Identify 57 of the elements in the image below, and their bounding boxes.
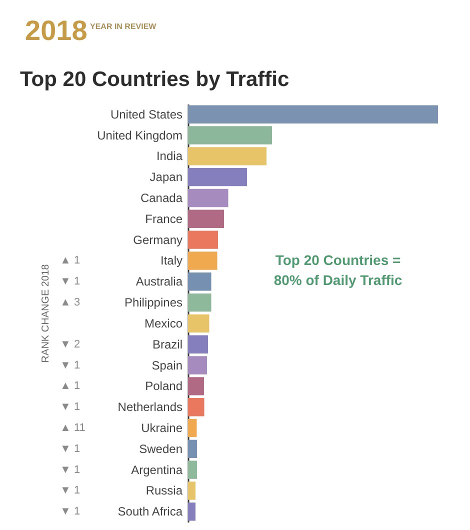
- y-tick-label: Italy: [160, 254, 182, 268]
- bar: [188, 272, 212, 291]
- y-tick-label: Ukraine: [141, 421, 183, 436]
- y-tick-label: Netherlands: [118, 400, 182, 414]
- bar: [188, 314, 210, 333]
- bar: [188, 210, 224, 228]
- bar: [188, 252, 218, 270]
- y2-tick-label: ▼ 1: [60, 401, 80, 414]
- bar: [188, 293, 212, 312]
- bar: [188, 356, 207, 374]
- y2-tick-label: ▼ 1: [60, 276, 80, 288]
- y2-tick-label: ▼ 1: [60, 464, 80, 476]
- y-tick-label: Argentina: [131, 462, 183, 477]
- y2-tick-label: ▼ 1: [60, 506, 80, 518]
- y-tick-label: United Kingdom: [97, 128, 182, 142]
- annotation: Top 20 Countries = 80% of Daily Traffic: [274, 252, 402, 288]
- bar: [188, 105, 438, 124]
- y-tick-label: Australia: [136, 274, 183, 289]
- text: 2018: [25, 15, 88, 46]
- y-tick-label: India: [156, 149, 183, 164]
- y-tick-label: Russia: [146, 484, 183, 498]
- y-tick-label: South Africa: [118, 504, 183, 519]
- bar: [188, 230, 218, 249]
- y-tick-label: Sweden: [139, 442, 182, 456]
- y2-tick-label: ▲ 1: [60, 254, 80, 267]
- y2-tick-label: ▲ 1: [60, 380, 80, 392]
- y2-tick-label: ▼ 1: [60, 484, 80, 497]
- y2-tick-label: ▲ 3: [60, 296, 80, 309]
- bar: [188, 502, 196, 521]
- y-tick-label: Germany: [133, 232, 182, 247]
- y2-tick-label: ▼ 2: [60, 338, 80, 350]
- bar: [188, 418, 197, 438]
- y-tick-label: Brazil: [152, 337, 182, 352]
- y-tick-label: Canada: [140, 190, 183, 205]
- y2-tick-label: ▼ 1: [60, 442, 80, 455]
- y2-tick-label: ▼ 1: [60, 359, 80, 372]
- y-tick-label: Japan: [150, 170, 182, 184]
- bar: [188, 398, 204, 416]
- bar: [188, 168, 247, 186]
- bar: [188, 147, 266, 166]
- y-tick-label: France: [145, 212, 183, 226]
- bar: [188, 460, 197, 479]
- bar: [188, 188, 228, 208]
- y-tick-label: United States: [110, 107, 182, 122]
- bar: [188, 335, 208, 354]
- bar: [188, 482, 196, 500]
- y-tick-label: Mexico: [144, 316, 183, 330]
- bar: [188, 377, 204, 396]
- y-tick-label: Spain: [152, 358, 182, 372]
- y-axis-title: RANK CHANGE 2018: [40, 264, 52, 363]
- y-tick-label: Philippines: [124, 296, 182, 310]
- bar: [188, 126, 272, 144]
- y-tick-label: Poland: [145, 379, 182, 394]
- chart-title: Top 20 Countries by Traffic: [20, 68, 290, 91]
- bar: [188, 440, 197, 458]
- y2-tick-label: ▲ 11: [60, 422, 86, 434]
- text: YEAR IN REVIEW: [90, 22, 157, 31]
